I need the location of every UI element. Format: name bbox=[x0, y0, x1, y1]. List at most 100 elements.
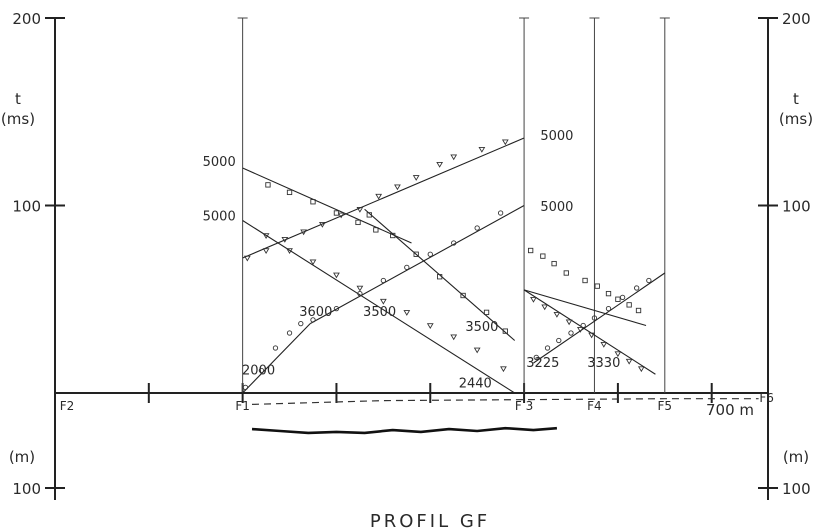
data-point-triangle bbox=[473, 347, 481, 354]
chart-title: PROFIL GF bbox=[370, 511, 490, 532]
data-points bbox=[242, 139, 652, 391]
data-point-triangle bbox=[426, 323, 434, 329]
y-label-right: t bbox=[793, 90, 799, 108]
data-point-square bbox=[594, 283, 600, 289]
refractor-solid-line bbox=[251, 426, 558, 435]
data-point-square bbox=[626, 302, 632, 308]
data-point-triangle bbox=[318, 221, 326, 228]
data-point-triangle bbox=[243, 255, 251, 262]
data-point-square bbox=[460, 292, 466, 299]
data-point-triangle bbox=[541, 304, 549, 311]
data-point-square bbox=[551, 260, 557, 267]
data-point-square bbox=[265, 182, 271, 188]
fit-line-1 bbox=[242, 137, 525, 259]
shotpoint-label-f5: F5 bbox=[658, 399, 673, 413]
data-point-triangle bbox=[412, 175, 420, 181]
data-point-circle bbox=[298, 320, 304, 327]
fit-line-8 bbox=[523, 289, 656, 375]
data-point-circle bbox=[544, 345, 551, 351]
shotpoint-label-f6: F6 bbox=[759, 391, 774, 405]
data-point-square bbox=[502, 328, 508, 334]
data-point-triangle bbox=[286, 248, 293, 254]
data-point-triangle bbox=[394, 184, 401, 191]
chart-labels: 5000 5000 5000 5000 2000 3600 3500 3500 2440 3225… bbox=[203, 129, 621, 392]
velocity-label: 5000 bbox=[203, 155, 236, 170]
depth-section bbox=[251, 398, 759, 435]
data-point-square bbox=[582, 277, 588, 284]
data-point-triangle bbox=[262, 233, 270, 239]
depth-label-left: (m) bbox=[9, 448, 35, 466]
data-point-triangle bbox=[588, 332, 596, 339]
data-point-circle bbox=[310, 317, 316, 323]
data-point-triangle bbox=[478, 146, 486, 153]
velocity-label: 5000 bbox=[540, 200, 573, 215]
fit-line-5 bbox=[309, 205, 525, 325]
shotpoint-label-f1: F1 bbox=[235, 399, 250, 413]
data-point-circle bbox=[380, 277, 387, 284]
velocity-label: 2440 bbox=[459, 376, 492, 391]
data-point-triangle bbox=[530, 297, 537, 303]
data-point-triangle bbox=[403, 310, 411, 316]
data-point-triangle bbox=[576, 327, 584, 333]
data-point-circle bbox=[556, 337, 562, 344]
data-point-square bbox=[563, 270, 569, 276]
data-point-circle bbox=[357, 290, 363, 297]
data-point-triangle bbox=[309, 259, 317, 266]
data-point-circle bbox=[427, 251, 433, 257]
data-point-circle bbox=[591, 315, 598, 321]
refractor-dashed-line bbox=[251, 398, 759, 405]
data-point-triangle bbox=[637, 366, 645, 373]
data-point-triangle bbox=[450, 334, 458, 341]
data-point-square bbox=[605, 290, 612, 297]
velocity-label: 2000 bbox=[242, 363, 275, 378]
velocity-label: 3225 bbox=[526, 356, 559, 371]
data-point-circle bbox=[404, 264, 410, 271]
data-point-square bbox=[615, 296, 621, 302]
fit-lines bbox=[242, 137, 666, 394]
data-point-triangle bbox=[565, 319, 573, 326]
data-point-circle bbox=[497, 210, 504, 216]
y-tick-label-right: 200 bbox=[782, 10, 811, 28]
data-point-triangle bbox=[356, 206, 364, 213]
data-point-square bbox=[413, 251, 419, 257]
y-label-left: t bbox=[15, 90, 21, 108]
data-point-square bbox=[483, 309, 490, 316]
data-point-triangle bbox=[500, 366, 507, 373]
data-point-triangle bbox=[375, 193, 383, 200]
data-point-circle bbox=[333, 305, 340, 312]
data-point-square bbox=[366, 212, 372, 218]
data-point-circle bbox=[286, 330, 293, 336]
data-point-circle bbox=[619, 294, 626, 301]
data-point-triangle bbox=[337, 212, 345, 219]
data-point-circle bbox=[568, 330, 574, 336]
data-point-circle bbox=[258, 367, 265, 374]
data-point-square bbox=[355, 219, 361, 226]
y-label-right-unit: (ms) bbox=[779, 110, 813, 128]
data-point-square bbox=[635, 307, 642, 314]
data-point-square bbox=[390, 232, 396, 239]
fit-line-0 bbox=[242, 167, 412, 244]
data-point-circle bbox=[580, 322, 586, 329]
data-point-circle bbox=[272, 345, 279, 351]
velocity-label: 3500 bbox=[465, 320, 498, 335]
velocity-label: 3330 bbox=[587, 356, 620, 371]
shotpoint-label-f4: F4 bbox=[587, 399, 602, 413]
fit-line-2 bbox=[242, 220, 515, 394]
data-point-square bbox=[286, 189, 293, 196]
data-point-triangle bbox=[436, 161, 444, 168]
data-point-triangle bbox=[450, 154, 458, 161]
y-tick-label-right: 100 bbox=[782, 198, 811, 216]
data-point-triangle bbox=[614, 351, 622, 358]
velocity-label: 5000 bbox=[203, 210, 236, 225]
axes-group: 200 200 100 100 100 100 t (ms) t (ms) (m) (m) 700 m bbox=[1, 10, 813, 500]
data-point-square bbox=[540, 253, 546, 259]
velocity-label: 3600 bbox=[299, 305, 332, 320]
data-point-circle bbox=[474, 225, 480, 231]
y-tick-label-left: 100 bbox=[12, 198, 41, 216]
data-point-square bbox=[310, 199, 316, 205]
y-label-left-unit: (ms) bbox=[1, 110, 35, 128]
data-point-triangle bbox=[501, 139, 509, 146]
shotpoint-label-f3: F 3 bbox=[515, 399, 533, 413]
shotpoint-label-f2: F2 bbox=[60, 399, 75, 413]
